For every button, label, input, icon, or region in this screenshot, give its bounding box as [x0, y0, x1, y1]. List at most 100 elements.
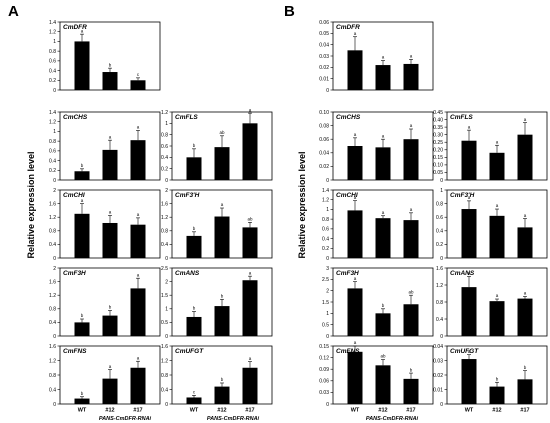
bar — [74, 213, 90, 258]
y-tick-label: 0 — [326, 178, 329, 184]
y-tick-label: 0.06 — [319, 20, 329, 26]
subplot-b-cmchs: 0 0.02 0.04 0.06 0.08 0.10 CmCHS a a a — [319, 110, 434, 184]
bar — [74, 41, 90, 90]
bar — [489, 152, 505, 180]
gene-label: CmF3'H — [175, 192, 200, 199]
significance-letter: a — [524, 213, 527, 218]
y-tick-label: 0.6 — [161, 144, 168, 150]
group-label-b: PANS-CmDFR-RNAi — [366, 416, 419, 422]
gene-label: CmANS — [450, 270, 475, 277]
significance-letter: a — [468, 271, 471, 276]
y-tick-label: 1 — [53, 129, 56, 135]
significance-letter: a — [137, 125, 140, 130]
bar — [102, 315, 118, 336]
significance-letter: a — [496, 139, 499, 144]
y-tick-label: 2.5 — [322, 277, 329, 283]
gene-label: CmCHS — [63, 114, 88, 121]
significance-letter: ab — [219, 130, 225, 135]
y-tick-label: 0.6 — [49, 149, 56, 155]
y-tick-label: 0.05 — [433, 170, 443, 176]
y-tick-label: 0 — [165, 178, 168, 184]
panel-letter-b: B — [284, 3, 295, 20]
y-tick-label: 1.6 — [436, 266, 443, 272]
bar — [347, 288, 363, 336]
y-tick-label: 0.4 — [436, 229, 443, 235]
x-tick-label: #12 — [105, 408, 114, 414]
y-tick-label: 1 — [326, 207, 329, 213]
y-tick-label: 1.2 — [436, 283, 443, 289]
y-tick-label: 0 — [440, 178, 443, 184]
significance-letter: a — [81, 28, 84, 33]
bar — [130, 367, 146, 404]
significance-letter: b — [109, 305, 112, 310]
y-tick-label: 0.20 — [433, 148, 443, 154]
y-tick-label: 0.2 — [161, 166, 168, 172]
significance-letter: a — [249, 270, 252, 275]
y-tick-label: 1.2 — [49, 358, 56, 364]
significance-letter: a — [382, 133, 385, 138]
subplot-a-cmf3h: 0 0.4 0.8 1.2 1.6 2 CmF3H b b a — [49, 266, 161, 340]
y-tick-label: 0 — [53, 178, 56, 184]
bar — [214, 306, 230, 336]
significance-letter: a — [81, 198, 84, 203]
y-tick-label: 0 — [326, 402, 329, 408]
y-tick-label: 2 — [53, 188, 56, 194]
significance-letter: a — [410, 54, 413, 59]
y-tick-label: 0.10 — [319, 110, 329, 116]
significance-letter: c — [137, 72, 140, 77]
y-tick-label: 0.2 — [49, 78, 56, 84]
bar — [186, 316, 202, 336]
y-tick-label: 1.2 — [161, 215, 168, 221]
bar — [461, 209, 477, 258]
y-tick-label: 0.25 — [433, 140, 443, 146]
subplot-a-cmfls: 0 0.2 0.4 0.6 0.8 1 1.2 CmFLS b ab a — [161, 107, 273, 184]
significance-letter: b — [524, 365, 527, 370]
significance-letter: ab — [380, 354, 386, 359]
y-tick-label: 0.5 — [322, 322, 329, 328]
y-tick-label: 0 — [53, 402, 56, 408]
y-tick-label: 0.6 — [322, 227, 329, 233]
x-tick-label: WT — [351, 408, 360, 414]
y-tick-label: 0.02 — [433, 373, 443, 379]
bar — [130, 288, 146, 336]
bar — [242, 367, 258, 404]
significance-letter: a — [221, 202, 224, 207]
y-tick-label: 1.6 — [49, 344, 56, 350]
y-tick-label: 0.06 — [319, 379, 329, 385]
significance-letter: a — [496, 203, 499, 208]
gene-label: CmDFR — [63, 24, 87, 31]
significance-letter: a — [137, 272, 140, 277]
y-tick-label: 0.8 — [436, 201, 443, 207]
y-tick-label: 0.8 — [161, 132, 168, 138]
bar — [214, 216, 230, 258]
y-tick-label: 0 — [165, 334, 168, 340]
significance-letter: a — [109, 364, 112, 369]
bar — [489, 301, 505, 336]
significance-letter: a — [354, 340, 357, 345]
y-tick-label: 0.8 — [49, 49, 56, 55]
y-tick-label: 0.03 — [319, 54, 329, 60]
gene-label: CmCHS — [336, 114, 361, 121]
significance-letter: b — [221, 293, 224, 298]
y-tick-label: 1.5 — [161, 293, 168, 299]
bar — [489, 386, 505, 404]
gene-label: CmF3H — [336, 270, 359, 277]
x-tick-label: #17 — [406, 408, 415, 414]
y-tick-label: 1.6 — [161, 201, 168, 207]
y-tick-label: 0.2 — [322, 246, 329, 252]
significance-letter: ab — [408, 289, 414, 294]
y-tick-label: 0.8 — [161, 229, 168, 235]
y-tick-label: 2 — [326, 288, 329, 294]
x-tick-label: #17 — [520, 408, 529, 414]
x-tick-label: #12 — [492, 408, 501, 414]
y-tick-label: 1 — [165, 307, 168, 313]
gene-label: CmF3'H — [450, 192, 475, 199]
bar — [102, 149, 118, 180]
subplot-a-cmchs: 0 0.2 0.4 0.6 0.8 1 1.2 1.4 CmCHS b a a — [49, 110, 161, 184]
bar — [102, 72, 118, 90]
bar — [375, 365, 391, 404]
